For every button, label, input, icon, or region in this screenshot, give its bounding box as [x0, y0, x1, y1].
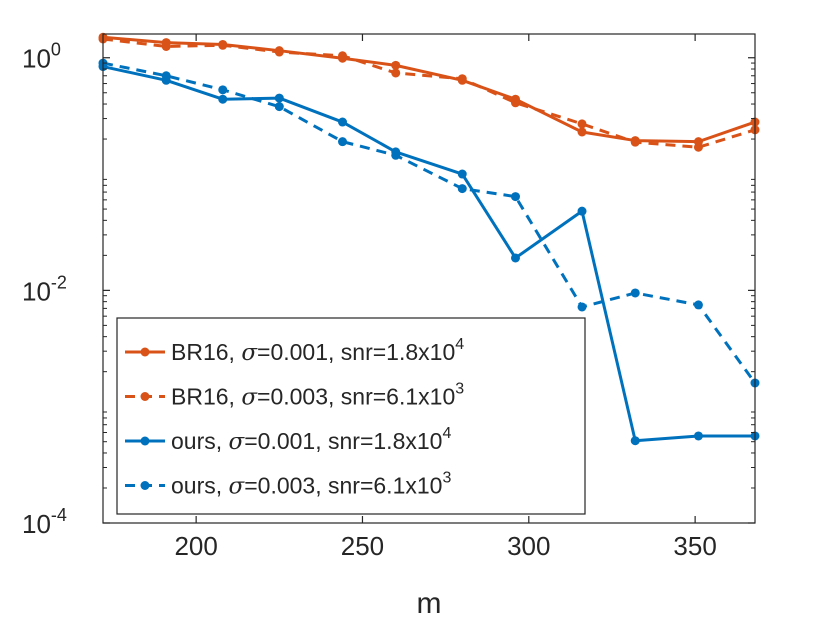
data-point	[457, 169, 467, 179]
data-point	[218, 85, 228, 95]
series-layer	[98, 32, 760, 446]
data-point	[338, 137, 348, 147]
axes-box	[102, 33, 756, 524]
ticks-layer: 200 250 300 350 100 10-2 10-4	[22, 34, 755, 561]
x-tick-label: 250	[341, 531, 384, 561]
series-4	[98, 58, 760, 388]
data-point	[391, 68, 401, 78]
x-tick-label: 350	[673, 531, 716, 561]
x-tick-label: 200	[174, 531, 217, 561]
y-tick-label: 10-4	[22, 505, 67, 539]
data-point	[693, 142, 703, 152]
data-point	[577, 206, 587, 216]
series-2	[98, 34, 760, 152]
legend-swatch-marker	[140, 436, 150, 446]
data-point	[457, 184, 467, 194]
legend-swatch-marker	[140, 347, 150, 357]
data-point	[161, 71, 171, 81]
data-point	[218, 40, 228, 50]
legend-label: ours, σ=0.001, snr=1.8x104	[171, 425, 451, 455]
data-point	[274, 47, 284, 57]
data-point	[693, 300, 703, 310]
data-point	[693, 431, 703, 441]
data-point	[630, 137, 640, 147]
legend: BR16, σ=0.001, snr=1.8x104 BR16, σ=0.003,…	[116, 317, 586, 515]
y-tick-label: 10-2	[22, 272, 67, 306]
series-line	[102, 35, 756, 144]
series-line	[102, 37, 756, 149]
x-tick-label: 300	[507, 531, 550, 561]
data-point	[274, 102, 284, 112]
legend-entry: ours, σ=0.003, snr=6.1x103	[125, 470, 451, 500]
data-point	[577, 127, 587, 137]
y-tick-label: 100	[22, 40, 61, 74]
legend-box	[116, 317, 586, 515]
data-point	[391, 60, 401, 70]
data-point	[274, 93, 284, 103]
series-line	[102, 65, 755, 443]
data-point	[510, 98, 520, 108]
legend-label: BR16, σ=0.001, snr=1.8x104	[171, 336, 464, 366]
data-point	[630, 288, 640, 298]
data-point	[577, 302, 587, 312]
legend-swatch-marker	[140, 392, 150, 401]
data-point	[510, 192, 520, 202]
legend-label: BR16, σ=0.003, snr=6.1x103	[171, 381, 464, 411]
legend-entry: BR16, σ=0.001, snr=1.8x104	[125, 336, 464, 366]
data-point	[510, 253, 520, 263]
data-point	[161, 41, 171, 51]
legend-label: ours, σ=0.003, snr=6.1x103	[171, 470, 451, 500]
series-line	[102, 61, 757, 384]
legend-swatch-marker	[140, 481, 150, 490]
data-point	[391, 150, 401, 160]
legend-entry: ours, σ=0.001, snr=1.8x104	[125, 425, 451, 455]
data-point	[630, 436, 640, 446]
x-axis-label: m	[417, 587, 442, 620]
data-point	[338, 117, 348, 127]
legend-entry: BR16, σ=0.003, snr=6.1x103	[125, 381, 464, 411]
data-point	[577, 119, 587, 129]
data-point	[457, 74, 467, 84]
data-point	[338, 51, 348, 61]
data-point	[218, 94, 228, 104]
